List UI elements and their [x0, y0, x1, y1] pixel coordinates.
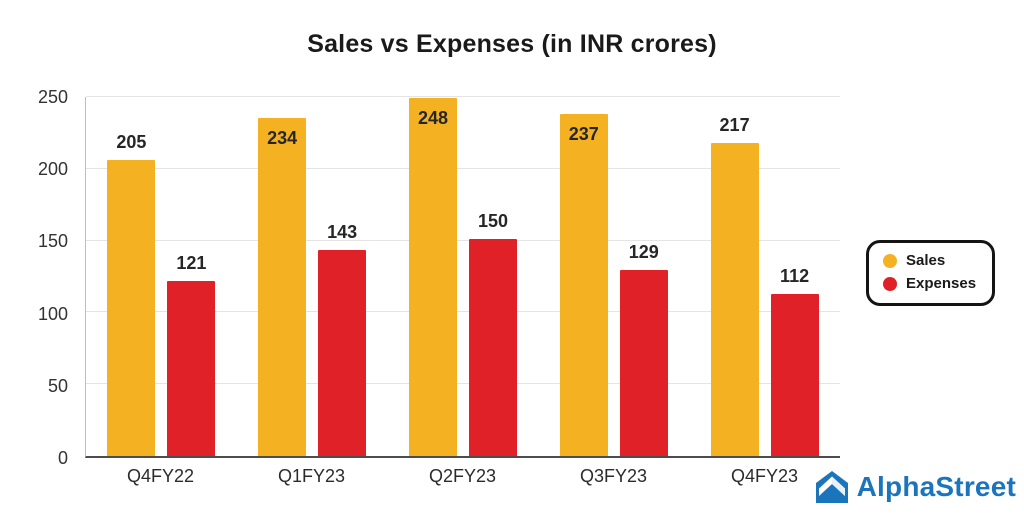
x-tick-label-Q4FY22: Q4FY22 [126, 466, 195, 486]
bar-wrap-expenses-Q4FY23: 112 [770, 97, 819, 456]
bar-sales-Q4FY23 [710, 142, 759, 456]
bar-wrap-expenses-Q4FY22: 121 [167, 97, 216, 456]
legend-item-sales: Sales [883, 252, 976, 270]
bar-group-Q3FY23: 237 129 [538, 97, 689, 456]
legend-label-sales: Sales [906, 252, 946, 269]
y-tick-label-50: 50 [47, 375, 68, 396]
gridline-150 [86, 239, 840, 241]
bar-wrap-sales-Q4FY22: 205 [107, 97, 156, 456]
bar-sales-Q2FY23 [408, 97, 457, 456]
bar-expenses-Q3FY23 [619, 269, 668, 456]
bar-group-Q4FY23: 217 112 [689, 97, 840, 456]
bar-expenses-Q4FY23 [770, 294, 819, 456]
legend: Sales Expenses [866, 240, 996, 306]
y-axis: 0 50 100 150 200 250 [0, 88, 76, 467]
y-tick-label-250: 250 [37, 87, 68, 107]
bar-group-Q2FY23: 248 150 [388, 97, 539, 456]
bar-value-sales-Q3FY23: 237 [568, 123, 599, 144]
gridline-100 [86, 311, 840, 313]
bar-value-expenses-Q4FY22: 121 [176, 253, 207, 274]
brand-name: AlphaStreet [856, 471, 1016, 502]
y-tick-label-0: 0 [57, 448, 68, 468]
bar-value-expenses-Q4FY23: 112 [780, 266, 810, 287]
bar-value-sales-Q1FY23: 234 [267, 128, 298, 149]
bar-groups: 205 121 234 143 248 150 237 129 217 112 [86, 97, 840, 456]
x-axis: Q4FY22 Q1FY23 Q2FY23 Q3FY23 Q4FY23 [85, 466, 840, 487]
gridline-200 [86, 167, 840, 169]
bar-wrap-sales-Q4FY23: 217 [710, 97, 759, 456]
y-tick-label-200: 200 [37, 159, 68, 180]
y-tick-label-150: 150 [37, 231, 68, 252]
bar-value-expenses-Q1FY23: 143 [327, 221, 358, 242]
x-tick-label-Q2FY23: Q2FY23 [428, 466, 497, 486]
bar-wrap-expenses-Q3FY23: 129 [619, 97, 668, 456]
branding: AlphaStreet [814, 469, 1016, 505]
gridline-50 [86, 383, 840, 385]
x-tick-label-Q3FY23: Q3FY23 [579, 466, 648, 486]
bar-value-expenses-Q3FY23: 129 [628, 241, 659, 262]
bar-expenses-Q2FY23 [468, 239, 517, 456]
bar-sales-Q4FY22 [107, 159, 156, 456]
chart-title: Sales vs Expenses (in INR crores) [307, 30, 717, 58]
bar-value-sales-Q4FY22: 205 [116, 131, 147, 152]
legend-dot-sales [883, 254, 897, 268]
bar-group-Q1FY23: 234 143 [237, 97, 388, 456]
bar-value-sales-Q4FY23: 217 [719, 114, 750, 135]
gridline-250 [86, 96, 840, 97]
bar-wrap-expenses-Q1FY23: 143 [318, 97, 367, 456]
bar-sales-Q1FY23 [258, 118, 307, 456]
bar-expenses-Q4FY22 [167, 281, 216, 456]
bar-group-Q4FY22: 205 121 [86, 97, 237, 456]
x-tick-label-Q4FY23: Q4FY23 [730, 466, 799, 486]
plot-area: 205 121 234 143 248 150 237 129 217 112 [85, 96, 840, 458]
legend-label-expenses: Expenses [906, 275, 977, 292]
bar-wrap-sales-Q1FY23: 234 [258, 97, 307, 456]
x-tick-label-Q1FY23: Q1FY23 [277, 466, 346, 486]
bar-wrap-expenses-Q2FY23: 150 [468, 97, 517, 456]
legend-dot-expenses [883, 277, 897, 291]
alphastreet-logo-icon [814, 469, 850, 505]
bar-wrap-sales-Q2FY23: 248 [408, 97, 457, 456]
legend-item-expenses: Expenses [883, 275, 976, 293]
bar-sales-Q3FY23 [559, 113, 608, 456]
bar-value-sales-Q2FY23: 248 [417, 107, 448, 128]
bar-expenses-Q1FY23 [318, 249, 367, 456]
bar-value-expenses-Q2FY23: 150 [477, 211, 508, 232]
y-tick-label-100: 100 [37, 303, 68, 324]
bar-wrap-sales-Q3FY23: 237 [559, 97, 608, 456]
